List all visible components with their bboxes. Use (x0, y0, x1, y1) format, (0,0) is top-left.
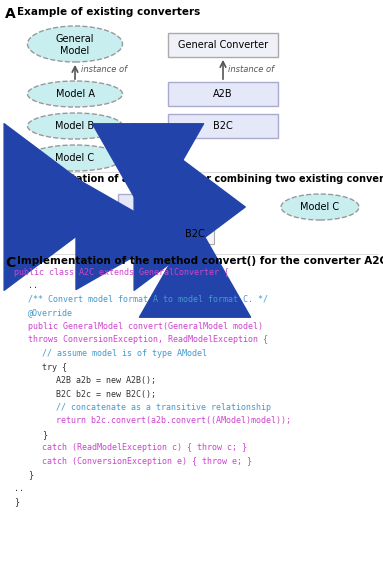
Text: Implementation of the method convert() for the converter A2C: Implementation of the method convert() f… (17, 256, 383, 266)
Text: instance of: instance of (228, 65, 274, 74)
Text: Implementation of a new converter combining two existing converters: Implementation of a new converter combin… (17, 174, 383, 184)
Text: instance of: instance of (81, 65, 127, 74)
Text: throws ConversionException, ReadModelException {: throws ConversionException, ReadModelExc… (28, 336, 268, 345)
Text: catch (ReadModelException c) { throw c; }: catch (ReadModelException c) { throw c; … (42, 443, 247, 452)
FancyBboxPatch shape (129, 224, 167, 244)
Ellipse shape (28, 81, 123, 107)
Text: ..: .. (14, 484, 24, 493)
Ellipse shape (281, 194, 359, 220)
Text: Model C: Model C (300, 202, 340, 212)
Text: General: General (56, 34, 94, 44)
FancyBboxPatch shape (176, 224, 214, 244)
Text: ..: .. (28, 281, 38, 290)
Text: return b2c.convert(a2b.convert((AModel)model));: return b2c.convert(a2b.convert((AModel)m… (56, 416, 291, 425)
Text: /** Convert model format A to model format C. */: /** Convert model format A to model form… (28, 295, 268, 304)
Text: Model C: Model C (56, 153, 95, 163)
Text: Model: Model (61, 46, 90, 56)
Text: }: } (14, 497, 19, 506)
Text: catch (ConversionException e) { throw e; }: catch (ConversionException e) { throw e;… (42, 457, 252, 466)
Text: A: A (5, 7, 16, 21)
Text: B2C: B2C (213, 121, 233, 131)
Text: }: } (28, 470, 33, 479)
Ellipse shape (28, 113, 123, 139)
Text: A2B: A2B (213, 89, 233, 99)
Text: @Override: @Override (28, 309, 73, 318)
Text: Example of existing converters: Example of existing converters (17, 7, 200, 17)
Text: B2C: B2C (185, 229, 205, 239)
Ellipse shape (28, 145, 123, 171)
Ellipse shape (28, 26, 123, 62)
Text: A2B: A2B (138, 229, 158, 239)
FancyBboxPatch shape (118, 194, 218, 220)
Text: Model A: Model A (26, 202, 64, 212)
Text: A2B a2b = new A2B();: A2B a2b = new A2B(); (56, 376, 156, 385)
Text: General Converter: General Converter (178, 40, 268, 50)
Text: public class A2C extends GeneralConverter {: public class A2C extends GeneralConverte… (14, 268, 229, 277)
FancyBboxPatch shape (168, 33, 278, 57)
Text: // assume model is of type AModel: // assume model is of type AModel (42, 349, 207, 358)
Text: B: B (5, 174, 16, 188)
Text: // concatenate as a transitive relationship: // concatenate as a transitive relations… (56, 403, 271, 412)
Text: A2C: A2C (157, 202, 179, 212)
Text: B2C b2c = new B2C();: B2C b2c = new B2C(); (56, 390, 156, 399)
Text: Model B: Model B (56, 121, 95, 131)
Text: Model A: Model A (56, 89, 95, 99)
FancyBboxPatch shape (168, 82, 278, 106)
Text: }: } (42, 430, 47, 439)
Text: try {: try { (42, 363, 67, 372)
Text: public GeneralModel convert(GeneralModel model): public GeneralModel convert(GeneralModel… (28, 322, 263, 331)
Ellipse shape (6, 194, 84, 220)
Text: C: C (5, 256, 15, 270)
FancyBboxPatch shape (168, 114, 278, 138)
